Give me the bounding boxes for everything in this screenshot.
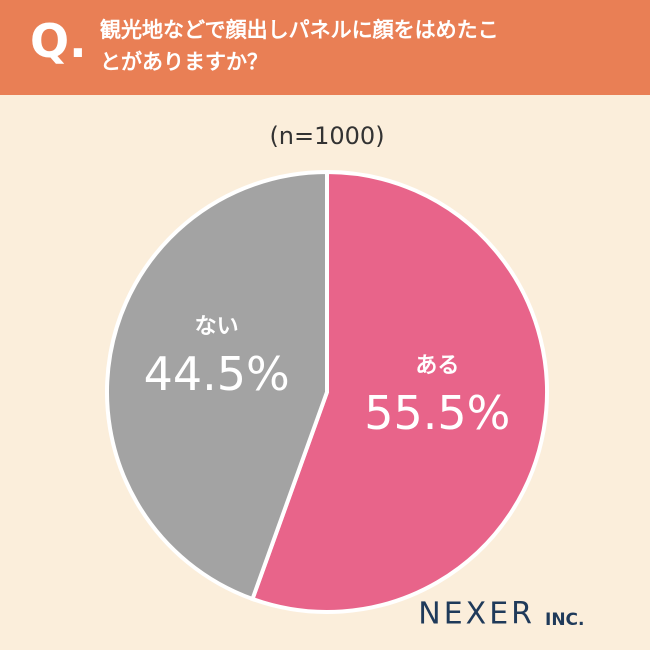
chart-subtitle: (n=1000) <box>269 122 384 150</box>
slice-label: ない <box>195 315 239 340</box>
chart: (n=1000) NEXER INC. ある 55.5% ない 44.5% <box>105 122 585 632</box>
pie-slice <box>105 169 329 602</box>
chart-title: 観光地などで顔出しパネルに顔をはめたことがありますか？ <box>100 18 499 74</box>
brand-name: NEXER <box>418 597 535 632</box>
question-label: Q. <box>30 14 87 68</box>
brand-suffix: INC. <box>545 610 585 630</box>
pie-slice <box>249 169 549 614</box>
value-label: 44.5% <box>144 347 290 401</box>
slice-label: ある <box>415 353 459 378</box>
header: Q. 観光地などで顔出しパネルに顔をはめたことがありますか？ <box>0 0 650 95</box>
value-label: 55.5% <box>364 386 510 440</box>
